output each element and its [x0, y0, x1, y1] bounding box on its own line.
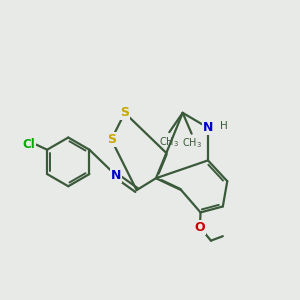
Text: O: O [195, 221, 205, 234]
Text: S: S [107, 133, 116, 146]
Text: Cl: Cl [22, 138, 35, 151]
Text: N: N [203, 121, 213, 134]
Text: H: H [220, 121, 228, 131]
Text: CH$_3$: CH$_3$ [159, 135, 179, 149]
Text: S: S [120, 106, 129, 119]
Text: CH$_3$: CH$_3$ [182, 136, 202, 150]
Text: N: N [111, 169, 121, 182]
